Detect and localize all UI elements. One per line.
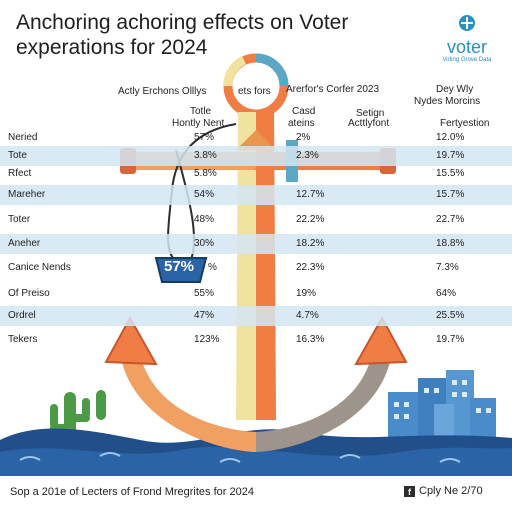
subheader-col2a-line1: Casd — [292, 106, 316, 117]
anchor-arms-icon — [104, 315, 408, 452]
row-label: Tote — [8, 150, 27, 161]
row-value-1: 30% — [194, 238, 215, 249]
brand-cross-icon — [459, 15, 475, 31]
table-row: Canice Nends % 22.3% 7.3% — [0, 258, 512, 280]
row-value-3: 15.7% — [436, 189, 465, 200]
subheader-col1-line1: Totle — [190, 106, 212, 117]
row-value-3: 19.7% — [436, 334, 465, 345]
row-value-2: 2% — [296, 132, 311, 143]
row-band — [0, 306, 512, 326]
row-band — [0, 146, 512, 166]
footer-credit: f Cply Ne 2/70 — [404, 485, 483, 497]
header-col3-line1: Dey Wly — [436, 84, 474, 95]
row-label: Canice Nends — [8, 262, 71, 273]
row-value-2: 19% — [296, 288, 317, 299]
brand-wordmark: voter — [446, 37, 488, 57]
row-label: Tekers — [8, 334, 38, 345]
page-title-line1: Anchoring achoring effects on Voter — [16, 11, 349, 34]
row-label: Rfect — [8, 168, 32, 179]
row-value-3: 19.7% — [436, 150, 465, 161]
row-value-1: 57% — [194, 132, 215, 143]
table-row: Neried 57% 2% 12.0% — [0, 128, 512, 150]
row-label: Ordrel — [8, 310, 36, 321]
row-value-2: 4.7% — [296, 310, 319, 321]
row-value-2: 16.3% — [296, 334, 325, 345]
table-row: Tekers 123% 16.3% 19.7% — [0, 330, 512, 352]
header-col1: Actly Erchons Olllys — [118, 86, 207, 97]
row-value-1: 3.8% — [194, 150, 217, 161]
highlight-badge: 57% — [164, 258, 195, 275]
header-col2: Arerfor's Corfer 2023 — [286, 84, 380, 95]
row-value-2: 18.2% — [296, 238, 325, 249]
row-value-3: 22.7% — [436, 214, 465, 225]
header-col1b: ets fors — [238, 86, 271, 97]
table-row: Rfect 5.8% 15.5% — [0, 164, 512, 186]
row-label: Mareher — [8, 189, 46, 200]
table-row: Toter 48% 22.2% 22.7% — [0, 210, 512, 232]
row-value-3: 18.8% — [436, 238, 465, 249]
page-title-line2: experations for 2024 — [16, 36, 208, 59]
row-value-1: % — [208, 262, 217, 273]
table-row: Ordrel 47% 4.7% 25.5% — [0, 306, 512, 328]
brand-tagline: Voting Grove Data — [442, 57, 492, 63]
row-value-3: 12.0% — [436, 132, 465, 143]
row-value-1: 47% — [194, 310, 215, 321]
row-value-2: 12.7% — [296, 189, 325, 200]
table-row: Of Preiso 55% 19% 64% — [0, 284, 512, 306]
footer-caption: Sop a 201e of Lecters of Frond Mregrites… — [10, 486, 254, 498]
table-row: Tote 3.8% 2.3% 19.7% — [0, 146, 512, 168]
badge-shape-icon — [154, 257, 208, 283]
row-value-2: 22.3% — [296, 262, 325, 273]
row-value-1: 55% — [194, 288, 215, 299]
subheader-col2b-line1: Setign — [356, 108, 385, 119]
row-value-3: 64% — [436, 288, 457, 299]
wave-icon — [0, 428, 512, 476]
row-label: Neried — [8, 132, 38, 143]
row-band — [0, 185, 512, 205]
subheader-col2b-line2: Acttlyfont — [348, 118, 390, 129]
row-value-3: 15.5% — [436, 168, 465, 179]
subheader-col1-line2: Hontly Nent — [172, 118, 225, 129]
subheader-col3: Fertyestion — [440, 118, 490, 129]
row-label: Toter — [8, 214, 31, 225]
page-title: Anchoring achoring effects on Voter expe… — [16, 10, 416, 60]
row-value-3: 7.3% — [436, 262, 459, 273]
row-value-1: 123% — [194, 334, 220, 345]
header-col3-line2: Nydes Morcins — [414, 96, 481, 107]
table-row: Aneher 30% 18.2% 18.8% — [0, 234, 512, 256]
facebook-icon[interactable]: f — [404, 486, 415, 497]
row-value-3: 25.5% — [436, 310, 465, 321]
brand-logo: voter Voting Grove Data — [436, 14, 498, 63]
row-value-1: 5.8% — [194, 168, 217, 179]
table-row: Mareher 54% 12.7% 15.7% — [0, 185, 512, 207]
row-label: Aneher — [8, 238, 41, 249]
subheader-col2a-line2: ateins — [288, 118, 315, 129]
row-label: Of Preiso — [8, 288, 50, 299]
row-band — [0, 234, 512, 254]
row-value-1: 48% — [194, 214, 215, 225]
row-value-2: 22.2% — [296, 214, 325, 225]
row-value-1: 54% — [194, 189, 215, 200]
row-value-2: 2.3% — [296, 150, 319, 161]
footer-credit-text: Cply Ne 2/70 — [419, 485, 483, 497]
